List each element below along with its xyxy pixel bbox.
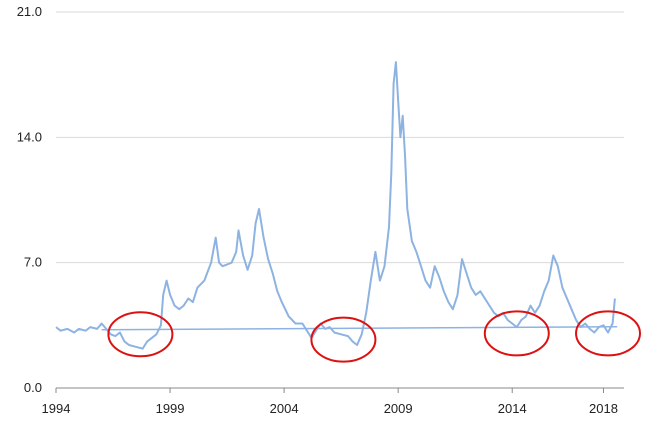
- baseline-line: [101, 326, 618, 331]
- x-tick-label: 2004: [270, 401, 299, 416]
- x-tick-label: 2018: [589, 401, 618, 416]
- x-tick-labels: 1994 1999 2004 2009 2014 2018: [42, 401, 618, 416]
- series-line: [55, 61, 616, 350]
- axes: [55, 387, 624, 393]
- x-tick-label: 1999: [156, 401, 185, 416]
- y-tick-label: 14.0: [17, 129, 42, 144]
- annotation-ellipse: [575, 310, 642, 357]
- annotation-ellipse: [107, 311, 174, 358]
- y-tick-label: 21.0: [17, 4, 42, 19]
- y-tick-labels: 0.0 7.0 14.0 21.0: [17, 4, 42, 395]
- gridlines: [56, 11, 624, 264]
- y-tick-label: 7.0: [24, 255, 42, 270]
- x-tick-label: 2009: [384, 401, 413, 416]
- annotation-ellipse: [310, 316, 377, 363]
- x-tick-label: 2014: [498, 401, 527, 416]
- x-tick-label: 1994: [42, 401, 71, 416]
- plot-area: [55, 61, 618, 350]
- annotation-ellipse: [483, 310, 550, 357]
- y-tick-label: 0.0: [24, 380, 42, 395]
- annotation-layer: [107, 310, 642, 363]
